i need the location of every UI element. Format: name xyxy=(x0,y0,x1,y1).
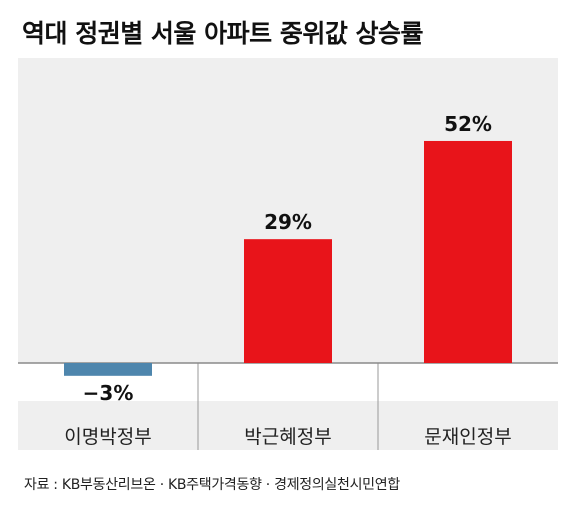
plot-area: −3% 이명박정부 29% 박근혜정부 52% 문재인정부 xyxy=(18,58,558,450)
category-label-1: 박근혜정부 xyxy=(244,426,331,448)
bar-0 xyxy=(64,363,152,376)
category-label-0: 이명박정부 xyxy=(64,426,151,448)
bar-1 xyxy=(244,239,332,363)
value-label-0: −3% xyxy=(83,381,134,405)
value-label-1: 29% xyxy=(264,210,312,234)
chart-title: 역대 정권별 서울 아파트 중위값 상승률 xyxy=(22,19,424,48)
bar-chart: −3% 이명박정부 29% 박근혜정부 52% 문재인정부 xyxy=(18,112,558,450)
category-label-2: 문재인정부 xyxy=(424,426,511,448)
bar-2 xyxy=(424,140,512,363)
value-label-2: 52% xyxy=(444,112,492,136)
source-note: 자료 : KB부동산리브온 · KB주택가격동향 · 경제정의실천시민연합 xyxy=(24,477,400,493)
